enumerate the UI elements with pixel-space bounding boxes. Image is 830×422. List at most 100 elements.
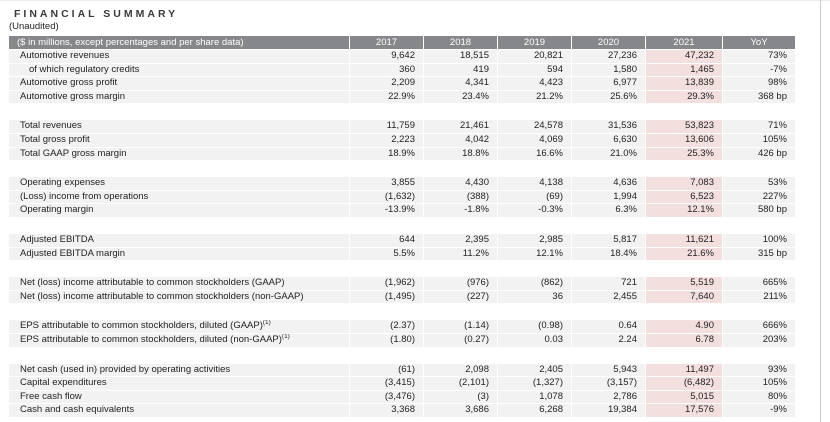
cell-2021: 11,497 (645, 362, 723, 378)
cell-2017: (2.37) (349, 319, 424, 334)
cell-2019: 2,405 (497, 362, 572, 378)
row-label: EPS attributable to common stockholders,… (8, 319, 350, 334)
cell-2017: -13.9% (349, 203, 424, 218)
section-spacer (8, 103, 796, 120)
cell-2017: 11,759 (349, 119, 424, 134)
table-row: Capital expenditures (3,415) (2,101) (1,327… (8, 376, 796, 391)
table-row: Total GAAP gross margin 18.9% 18.8% 16.6% 21… (8, 146, 796, 162)
cell-2018: 4,341 (423, 76, 498, 91)
section-spacer-row (8, 347, 796, 363)
cell-2020: 1,580 (571, 62, 646, 78)
cell-2018: 3,686 (423, 403, 498, 418)
cell-2019: -0.3% (497, 203, 572, 218)
cell-2021: 6,523 (645, 189, 723, 205)
cell-2017: 644 (349, 232, 424, 248)
cell-2018: 419 (423, 62, 498, 78)
table-row: Adjusted EBITDA margin 5.5% 11.2% 12.1% 18.4… (8, 246, 796, 262)
cell-2021: 12.1% (645, 203, 723, 218)
table-row: Cash and cash equivalents 3,368 3,686 6,268… (8, 403, 796, 418)
column-header-2021: 2021 (645, 35, 723, 50)
cell-2018: 2,098 (423, 362, 498, 378)
page-title: FINANCIAL SUMMARY (14, 8, 179, 20)
cell-2018: 11.2% (423, 246, 498, 262)
cell-2020: 5,817 (571, 232, 646, 248)
cell-yoy: 203% (722, 332, 796, 348)
column-header-units: ($ in millions, except percentages and p… (8, 35, 350, 50)
row-label: Adjusted EBITDA (8, 232, 350, 248)
table-row: Automotive revenues 9,642 18,515 20,821 27,2… (8, 49, 796, 64)
footnote-marker: (1) (281, 333, 290, 340)
cell-yoy: 105% (722, 132, 796, 148)
column-header-2019: 2019 (497, 35, 572, 50)
cell-2020: 5,943 (571, 362, 646, 378)
cell-yoy: -9% (722, 403, 796, 418)
row-label: Total GAAP gross margin (8, 146, 350, 162)
section-spacer (8, 160, 796, 177)
cell-2019: 16.6% (497, 146, 572, 162)
cell-2017: (1,962) (349, 276, 424, 291)
cell-2020: 6,977 (571, 76, 646, 91)
cell-2021: 7,083 (645, 176, 723, 191)
row-label: Net cash (used in) provided by operating… (8, 362, 350, 378)
cell-2018: 2,395 (423, 232, 498, 248)
cell-yoy: 368 bp (722, 89, 796, 105)
section-spacer-row (8, 217, 796, 234)
cell-2018: 4,430 (423, 176, 498, 191)
cell-2019: 36 (497, 289, 572, 305)
table-row: Operating margin -13.9% -1.8% -0.3% 6.3% 12.1… (8, 203, 796, 218)
row-label: Operating expenses (8, 176, 350, 191)
cell-2021: 21.6% (645, 246, 723, 262)
cell-2021: 5,519 (645, 276, 723, 291)
cell-2020: 19,384 (571, 403, 646, 418)
cell-2018: 21,461 (423, 119, 498, 134)
cell-2017: (3,415) (349, 376, 424, 391)
table-row: EPS attributable to common stockholders,… (8, 332, 796, 348)
cell-2019: 594 (497, 62, 572, 78)
table-row: Net cash (used in) provided by operating… (8, 362, 796, 378)
section-spacer-row (8, 303, 796, 320)
cell-2017: (3,476) (349, 389, 424, 405)
cell-yoy: 71% (722, 119, 796, 134)
cell-2021: (6,482) (645, 376, 723, 391)
cell-2019: (0.98) (497, 319, 572, 334)
cell-yoy: 211% (722, 289, 796, 305)
table-header-row: ($ in millions, except percentages and p… (8, 35, 796, 50)
row-label: Net (loss) income attributable to common… (8, 276, 350, 291)
section-spacer (8, 260, 796, 277)
cell-2020: 2,455 (571, 289, 646, 305)
row-label: Automotive revenues (8, 49, 350, 64)
cell-2019: (862) (497, 276, 572, 291)
row-label: (Loss) income from operations (8, 189, 350, 205)
row-label: Cash and cash equivalents (8, 403, 350, 418)
table-row: (Loss) income from operations (1,632) (388… (8, 189, 796, 205)
cell-2021: 29.3% (645, 89, 723, 105)
cell-2017: 3,368 (349, 403, 424, 418)
cell-2020: 721 (571, 276, 646, 291)
cell-2019: (69) (497, 189, 572, 205)
table-row: Total revenues 11,759 21,461 24,578 31,536 53… (8, 119, 796, 134)
cell-2019: 6,268 (497, 403, 572, 418)
row-label: of which regulatory credits (8, 62, 350, 78)
cell-yoy: 580 bp (722, 203, 796, 218)
cell-2018: -1.8% (423, 203, 498, 218)
row-label: Free cash flow (8, 389, 350, 405)
cell-2020: 4,636 (571, 176, 646, 191)
cell-2020: 0.64 (571, 319, 646, 334)
cell-yoy: 73% (722, 49, 796, 64)
cell-2021: 5,015 (645, 389, 723, 405)
cell-2018: (2,101) (423, 376, 498, 391)
cell-2021: 13,606 (645, 132, 723, 148)
cell-2017: 5.5% (349, 246, 424, 262)
row-label: Total revenues (8, 119, 350, 134)
row-label: Total gross profit (8, 132, 350, 148)
cell-2020: (3,157) (571, 376, 646, 391)
column-header-2020: 2020 (571, 35, 646, 50)
cell-2020: 18.4% (571, 246, 646, 262)
cell-2021: 6.78 (645, 332, 723, 348)
cell-2020: 1,994 (571, 189, 646, 205)
table-row: Total gross profit 2,223 4,042 4,069 6,630 13… (8, 132, 796, 148)
cell-2017: (61) (349, 362, 424, 378)
cell-yoy: 93% (722, 362, 796, 378)
cell-2019: 12.1% (497, 246, 572, 262)
section-spacer-row (8, 160, 796, 177)
